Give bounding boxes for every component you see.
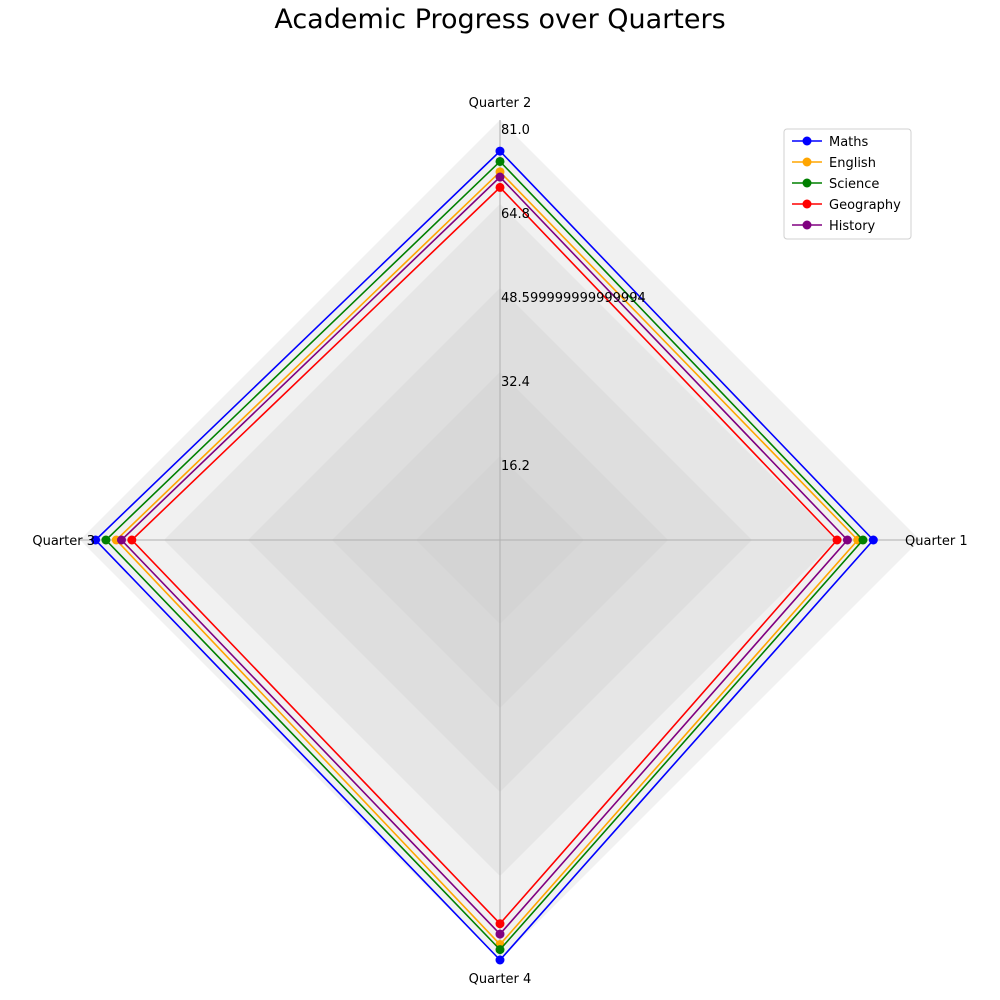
radial-tick-labels: 16.2 32.4 48.599999999999994 64.8 81.0 [501,123,646,474]
series-geography [127,182,842,929]
data-point [842,535,852,545]
legend-label: History [829,219,876,234]
tick-label: 81.0 [501,123,530,138]
data-point [495,146,505,156]
legend-label: Maths [829,135,869,150]
tick-label: 16.2 [501,459,530,474]
data-point [495,929,505,939]
axis-label: Quarter 1 [905,534,968,549]
tick-label: 48.599999999999994 [501,291,646,306]
data-point [91,535,101,545]
legend-marker [802,178,812,188]
data-point [495,156,505,166]
data-point [495,945,505,955]
legend-item: English [792,156,876,171]
series-maths [91,146,878,965]
axis-label: Quarter 4 [469,972,532,987]
legend-marker [802,220,812,230]
data-point [495,172,505,182]
data-point [868,535,878,545]
radar-spokes [80,120,920,960]
legend-marker [802,136,812,146]
tick-label: 32.4 [501,375,530,390]
chart-title: Academic Progress over Quarters [274,4,726,35]
legend-item: Maths [792,135,869,150]
data-point [116,535,126,545]
data-point [101,535,111,545]
series-history [116,172,852,939]
series-layer [91,146,878,965]
legend-item: History [792,219,876,234]
data-point [495,955,505,965]
legend-label: Science [829,177,879,192]
data-point [495,182,505,192]
axis-label: Quarter 3 [32,534,95,549]
data-point [127,535,137,545]
legend-label: English [829,156,876,171]
axis-labels: Quarter 1 Quarter 2 Quarter 3 Quarter 4 [32,96,967,987]
legend-item: Geography [792,198,901,213]
series-science [101,156,868,955]
legend-box [783,128,912,240]
data-point [832,535,842,545]
legend-label: Geography [829,198,901,213]
data-point [495,919,505,929]
axis-label: Quarter 2 [469,96,532,111]
legend: Maths English Science Geography History [783,128,912,240]
legend-marker [802,199,812,209]
tick-label: 64.8 [501,207,530,222]
legend-marker [802,157,812,167]
legend-item: Science [792,177,879,192]
data-point [858,535,868,545]
